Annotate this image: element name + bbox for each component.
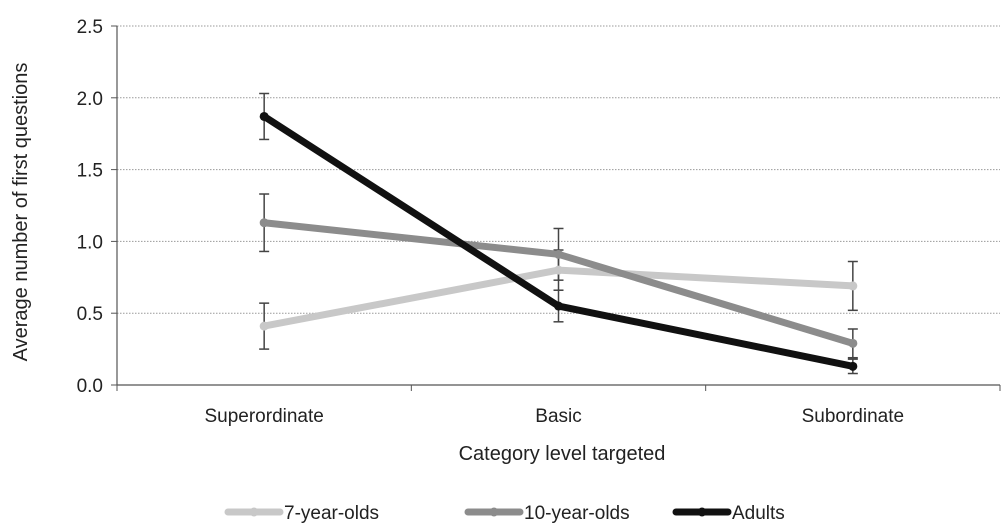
y-tick-label-5: 2.5 bbox=[77, 17, 103, 38]
y-tick-label-0: 0.0 bbox=[77, 376, 103, 397]
legend: 7-year-olds 10-year-olds Adults bbox=[224, 503, 785, 524]
legend-marker-1 bbox=[489, 507, 499, 517]
legend-item-0: 7-year-olds bbox=[224, 503, 379, 524]
legend-label-0: 7-year-olds bbox=[284, 503, 379, 524]
x-tick-label-1: Basic bbox=[535, 406, 581, 427]
legend-label-1: 10-year-olds bbox=[524, 503, 630, 524]
y-tick-label-3: 1.5 bbox=[77, 161, 103, 182]
tick-labels: 0.0 0.5 1.0 1.5 2.0 2.5 Superordinate Basic Subo… bbox=[77, 17, 904, 427]
x-tick-label-0: Superordinate bbox=[204, 406, 323, 427]
data-point-1-2 bbox=[848, 338, 858, 348]
y-tick-label-1: 0.5 bbox=[77, 304, 103, 325]
x-axis-label: Category level targeted bbox=[459, 443, 666, 465]
legend-item-2: Adults bbox=[672, 503, 785, 524]
y-tick-label-4: 2.0 bbox=[77, 89, 103, 110]
data-point-1-1 bbox=[554, 249, 563, 259]
series-lines bbox=[259, 111, 858, 371]
x-tick-label-2: Subordinate bbox=[802, 406, 904, 427]
data-point-2-2 bbox=[848, 361, 858, 371]
legend-item-1: 10-year-olds bbox=[464, 503, 630, 524]
axes bbox=[111, 25, 1001, 391]
data-point-0-2 bbox=[848, 281, 858, 291]
data-point-2-0 bbox=[259, 111, 269, 121]
legend-label-2: Adults bbox=[732, 503, 785, 524]
y-axis-label: Average number of first questions bbox=[10, 63, 32, 362]
data-point-0-0 bbox=[259, 321, 269, 331]
data-point-0-1 bbox=[554, 265, 563, 275]
legend-marker-0 bbox=[249, 507, 259, 517]
data-point-1-0 bbox=[259, 218, 269, 228]
data-point-2-1 bbox=[554, 301, 563, 311]
y-tick-label-2: 1.0 bbox=[77, 232, 103, 253]
legend-marker-2 bbox=[697, 507, 707, 517]
